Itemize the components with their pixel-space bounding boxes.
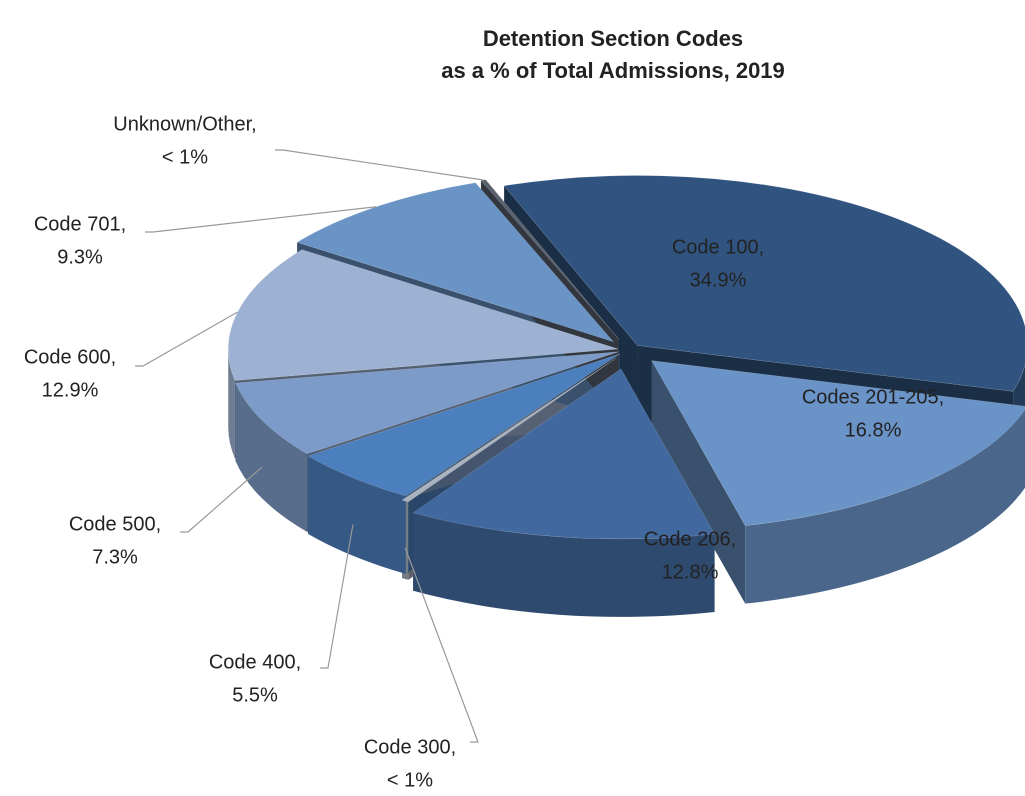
value-label: 5.5%	[232, 684, 278, 706]
value-label: 12.9%	[42, 379, 99, 401]
pie-slice	[235, 351, 619, 455]
chart-title: Detention Section Codes	[483, 26, 743, 51]
pie-tops	[228, 175, 1025, 540]
leader-line	[180, 466, 263, 533]
pie-side	[413, 512, 715, 617]
leader-line	[145, 206, 377, 233]
pie-slice	[503, 175, 1025, 392]
value-label: 16.8%	[845, 419, 902, 441]
value-label: < 1%	[387, 769, 433, 791]
value-label: 9.3%	[57, 246, 103, 268]
pie-side	[228, 349, 235, 459]
pie-side	[307, 455, 406, 574]
pie-slice	[401, 357, 617, 503]
category-label: Code 400,	[209, 651, 301, 673]
pie-slice	[651, 360, 1025, 526]
value-label: < 1%	[162, 146, 208, 168]
category-label: Unknown/Other,	[113, 113, 256, 135]
category-label: Code 600,	[24, 346, 116, 368]
value-label: 7.3%	[92, 546, 138, 568]
category-label: Code 701,	[34, 213, 126, 235]
pie-slice	[480, 179, 620, 340]
labels: Code 100, 34.9% Codes 201-205, 16.8% Code 20…	[24, 113, 944, 791]
chart-title: as a % of Total Admissions, 2019	[441, 58, 785, 83]
pie-slice	[307, 353, 620, 497]
leader-line	[320, 524, 354, 669]
pie-slice	[412, 368, 715, 540]
pie-side	[745, 409, 1025, 604]
pie-slice	[296, 182, 615, 343]
category-label: Code 500,	[69, 513, 161, 535]
leader-line	[404, 547, 479, 743]
pie-side	[235, 383, 308, 532]
category-label: Codes 201-205,	[802, 386, 944, 408]
leader-line	[135, 311, 238, 367]
pie-wall	[651, 360, 746, 604]
category-label: Code 300,	[364, 736, 456, 758]
leader-line	[275, 149, 484, 181]
value-label: 12.8%	[662, 561, 719, 583]
category-label: Code 206,	[644, 528, 736, 550]
value-label: 34.9%	[690, 269, 747, 291]
category-label: Code 100,	[672, 236, 764, 258]
